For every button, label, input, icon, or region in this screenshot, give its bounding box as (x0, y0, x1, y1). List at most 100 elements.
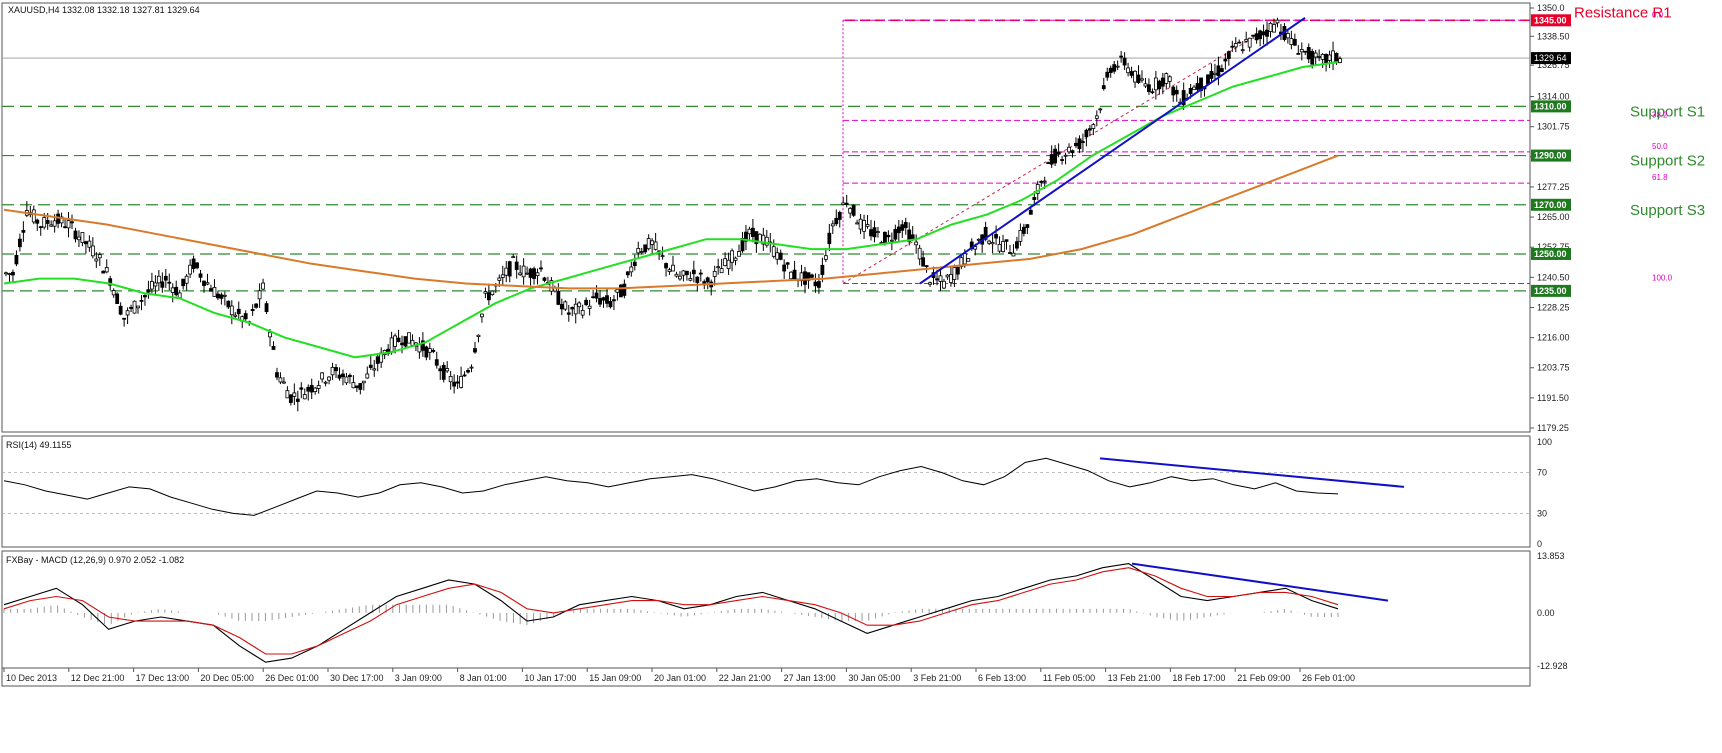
candle-body (21, 230, 26, 233)
candle-body (841, 202, 846, 205)
candle-body (823, 255, 828, 260)
candle-body (361, 380, 366, 384)
candle-body (820, 264, 825, 275)
time-tick-label: 3 Feb 21:00 (913, 673, 961, 683)
time-tick-label: 30 Jan 05:00 (848, 673, 900, 683)
candle-body (1268, 22, 1273, 33)
candle-body (466, 370, 470, 373)
candle-body (167, 281, 172, 284)
candle-body (803, 271, 807, 285)
candle-body (622, 283, 627, 296)
candle-body (410, 339, 415, 346)
candle-body (104, 267, 109, 273)
candle-body (56, 213, 61, 224)
candle-body (1098, 108, 1103, 111)
candle-body (962, 253, 967, 265)
candle-body (1025, 224, 1030, 228)
candle-body (563, 301, 568, 310)
price-tick-label: 1326.75 (1537, 60, 1570, 70)
candle-body (139, 299, 144, 302)
candle-body (532, 268, 536, 279)
candle-body (827, 232, 832, 245)
candle-body (393, 335, 397, 347)
candle-body (1254, 33, 1259, 41)
level-label: Support S2 (1630, 153, 1705, 170)
candle-body (490, 290, 495, 295)
time-tick-label: 8 Jan 01:00 (460, 673, 507, 683)
candle-body (580, 309, 585, 316)
candle-body (1292, 38, 1297, 46)
candle-body (643, 244, 648, 253)
candle-body (1049, 154, 1054, 165)
candle-body (1223, 58, 1228, 62)
candle-body (327, 376, 331, 381)
rsi-tick-label: 30 (1537, 508, 1547, 518)
candle-body (1053, 148, 1058, 164)
candle-body (195, 262, 199, 269)
candle-body (535, 272, 540, 276)
candle-body (573, 303, 578, 315)
candle-body (716, 266, 721, 269)
rsi-tick-label: 0 (1537, 539, 1542, 549)
candle-body (924, 265, 929, 267)
time-axis-frame (1, 667, 1531, 687)
candle-body (907, 229, 912, 242)
candle-body (1074, 142, 1078, 147)
candle-body (1150, 91, 1155, 94)
ma-fast-line (3, 61, 1339, 359)
fib-label: 61.8 (1652, 173, 1668, 182)
candle-body (584, 299, 589, 306)
candle-body (497, 277, 502, 281)
candle-body (125, 310, 130, 316)
candle-body (1018, 229, 1023, 242)
candle-body (243, 313, 248, 320)
macd-tick-label: 13.853 (1537, 551, 1565, 561)
candle-body (990, 242, 995, 245)
candle-body (111, 290, 116, 296)
candle-body (625, 271, 630, 276)
candle-body (257, 290, 262, 300)
candle-body (473, 348, 477, 353)
candle-body (150, 281, 154, 290)
candle-body (1063, 154, 1068, 157)
candle-body (834, 217, 839, 225)
time-tick-label: 17 Dec 13:00 (136, 673, 190, 683)
candle-body (365, 373, 370, 379)
candle-body (136, 305, 140, 309)
macd-tick-label: 0.00 (1537, 608, 1555, 618)
ma-slow-line (3, 154, 1339, 290)
candle-body (1275, 19, 1280, 24)
candle-body (1195, 83, 1200, 90)
candle-body (837, 212, 842, 220)
macd-frame (1, 550, 1531, 669)
candle-body (1331, 50, 1335, 63)
candle-body (70, 221, 74, 224)
candle-body (1192, 86, 1196, 90)
candle-body (1324, 53, 1329, 64)
candle-body (1147, 84, 1151, 92)
candle-body (1122, 57, 1127, 66)
candle-body (921, 257, 926, 267)
candle-body (629, 266, 634, 273)
time-tick-label: 10 Dec 2013 (6, 673, 57, 683)
candle-body (754, 231, 759, 245)
candle-body (917, 247, 922, 260)
symbol-header: XAUUSD,H4 (8, 5, 60, 15)
candle-body (684, 270, 689, 276)
candle-body (1046, 162, 1051, 164)
candle-body (184, 275, 189, 284)
candle-body (205, 282, 210, 285)
candle-body (337, 374, 342, 379)
candle-body (181, 278, 186, 287)
candle-body (723, 258, 728, 267)
candle-body (1296, 52, 1301, 55)
candle-body (674, 273, 679, 277)
candle-body (903, 222, 908, 229)
candle-body (236, 308, 241, 315)
candle-body (712, 270, 717, 277)
candle-body (1320, 53, 1325, 60)
candle-body (341, 373, 345, 378)
candle-body (618, 284, 623, 298)
candle-body (306, 386, 311, 392)
